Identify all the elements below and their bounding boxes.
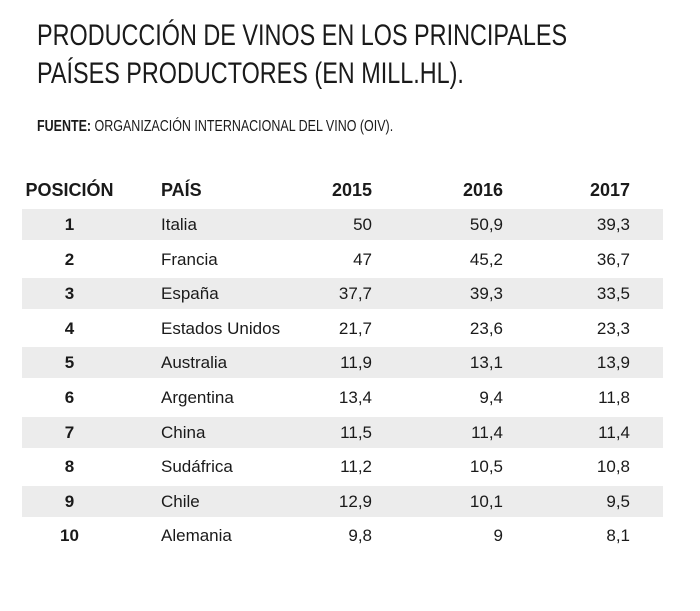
- cell: 23,6: [469, 318, 503, 338]
- cell: 13,9: [596, 353, 630, 373]
- cell: 11,8: [598, 388, 630, 407]
- title-line: PRODUCCIÓN DE VINOS EN LOS PRINCIPALES: [37, 18, 700, 54]
- table-row: 5 Australia 11,9 13,1 13,9: [22, 347, 663, 379]
- cell: Argentina: [161, 388, 234, 407]
- cell: 3: [64, 284, 75, 304]
- cell: 10,5: [469, 457, 503, 477]
- cell: Alemania: [161, 526, 232, 546]
- cell: 2016: [462, 180, 503, 200]
- header-row: POSICIÓN PAÍS 2015 2016 2017: [22, 175, 663, 206]
- cell: 2017: [589, 180, 630, 200]
- cell: 50,9: [469, 215, 503, 234]
- table-row: 7 China 11,5 11,4 11,4: [22, 416, 663, 448]
- cell: 33,5: [596, 284, 630, 304]
- source-text: ORGANIZACIÓN INTERNACIONAL DEL VINO (OIV…: [94, 118, 394, 135]
- cell: 47: [353, 249, 372, 269]
- cell: 8,1: [606, 526, 630, 546]
- cell: 45,2: [469, 249, 503, 269]
- cell: 13,4: [338, 388, 372, 407]
- cell: 9: [493, 526, 503, 546]
- cell: 23,3: [596, 318, 630, 338]
- source-label: FUENTE:: [37, 118, 92, 135]
- cell: 12,9: [338, 491, 372, 511]
- table-row: 4 Estados Unidos 21,7 23,6 23,3: [22, 313, 663, 344]
- cell: 8: [64, 457, 75, 477]
- cell: 11,4: [598, 422, 630, 442]
- cell: España: [161, 284, 219, 304]
- cell: 39,3: [469, 284, 503, 304]
- cell: Australia: [161, 353, 228, 373]
- table-row: 9 Chile 12,9 10,1 9,5: [22, 485, 663, 517]
- table-row: 10 Alemania 9,8 9 8,1: [22, 520, 663, 551]
- cell: 9,8: [348, 526, 372, 546]
- title-text: PRODUCCIÓN DE VINOS EN LOS PRINCIPALES: [37, 19, 568, 52]
- table-row: 6 Argentina 13,4 9,4 11,8: [22, 382, 663, 413]
- cell: 50: [353, 215, 372, 234]
- cell: 6: [64, 388, 75, 407]
- cell: 4: [64, 318, 75, 338]
- cell: 9: [64, 491, 75, 511]
- cell: Sudáfrica: [161, 457, 233, 477]
- title-text: PAÍSES PRODUCTORES (EN MILL.HL).: [37, 57, 464, 90]
- cell: China: [161, 422, 206, 442]
- cell: 37,7: [338, 284, 372, 304]
- table-row: 1 Italia 50 50,9 39,3: [22, 209, 663, 240]
- cell: 1: [64, 215, 75, 234]
- cell: Italia: [161, 215, 197, 234]
- cell: 39,3: [596, 215, 630, 234]
- cell: POSICIÓN: [25, 180, 114, 200]
- cell: 9,5: [606, 491, 630, 511]
- cell: Chile: [161, 491, 200, 511]
- cell: 10,8: [596, 457, 630, 477]
- table-row: 8 Sudáfrica 11,2 10,5 10,8: [22, 451, 663, 482]
- cell: 2: [64, 249, 75, 269]
- cell: 11,9: [340, 353, 372, 373]
- cell: 5: [64, 353, 75, 373]
- cell: 13,1: [469, 353, 503, 373]
- cell: 11,5: [340, 422, 372, 442]
- cell: 9,4: [479, 388, 503, 407]
- cell: 11,4: [471, 422, 503, 442]
- cell: 10: [60, 526, 79, 546]
- cell: 21,7: [338, 318, 372, 338]
- source: FUENTE: ORGANIZACIÓN INTERNACIONAL DEL V…: [37, 118, 494, 136]
- cell: 11,2: [340, 457, 372, 477]
- cell: Estados Unidos: [161, 318, 281, 338]
- cell: Francia: [161, 249, 218, 269]
- cell: 10,1: [469, 491, 503, 511]
- table-row: 3 España 37,7 39,3 33,5: [22, 278, 663, 310]
- cell: PAÍS: [161, 180, 202, 200]
- cell: 2015: [331, 180, 372, 200]
- cell: 7: [64, 422, 75, 442]
- table-row: 2 Francia 47 45,2 36,7: [22, 244, 663, 275]
- title-line: PAÍSES PRODUCTORES (EN MILL.HL).: [37, 56, 584, 92]
- cell: 36,7: [596, 249, 630, 269]
